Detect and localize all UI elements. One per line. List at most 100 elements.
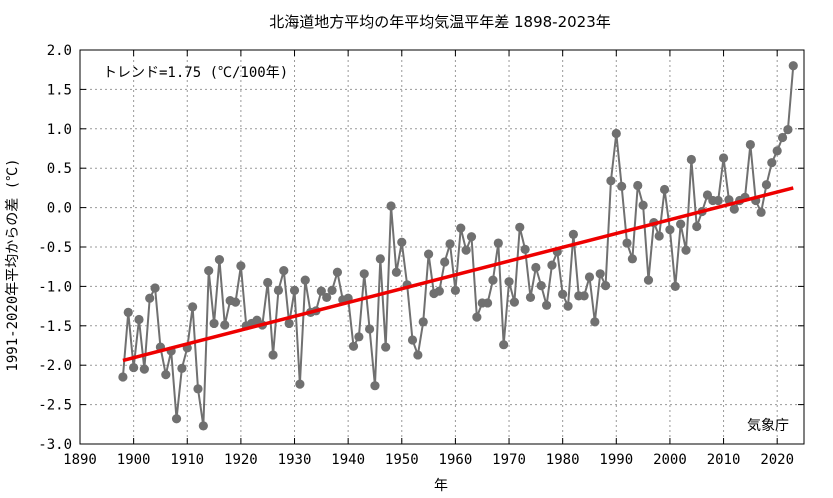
- y-tick-label: -2.5: [38, 398, 72, 414]
- trend-label: トレンド=1.75 (℃/100年): [103, 65, 288, 81]
- data-point: [665, 225, 675, 235]
- data-point: [273, 285, 284, 295]
- data-point: [332, 267, 343, 277]
- data-point: [622, 238, 632, 248]
- data-point: [230, 297, 241, 307]
- x-tick-label: 1890: [63, 452, 97, 468]
- data-point: [220, 320, 230, 330]
- data-point: [204, 266, 214, 276]
- data-point: [509, 297, 519, 307]
- axis-ticks: 1890 1900 1910 1920 1930 1940 1950 1960 1970 1980…: [38, 43, 804, 468]
- data-point: [724, 195, 734, 205]
- y-axis-label: 1991-2020年平均からの差 (℃): [5, 158, 21, 371]
- data-point: [413, 350, 423, 360]
- data-point: [520, 244, 530, 254]
- trend-line: [122, 186, 794, 363]
- data-point: [295, 379, 305, 389]
- data-point: [718, 153, 729, 163]
- data-point: [198, 421, 208, 431]
- y-tick-label: -0.5: [38, 240, 72, 256]
- y-tick-label: 2.0: [47, 43, 72, 59]
- x-tick-label: 2000: [653, 452, 687, 468]
- data-point: [445, 239, 455, 249]
- data-point: [767, 158, 777, 168]
- data-point: [600, 281, 611, 291]
- data-point: [692, 221, 702, 232]
- data-point: [627, 254, 637, 264]
- y-tick-label: 0.5: [47, 161, 72, 177]
- data-point: [456, 223, 466, 233]
- data-point: [777, 132, 788, 143]
- data-point: [375, 254, 385, 264]
- x-axis-label: 年: [434, 478, 448, 494]
- data-point: [525, 292, 536, 303]
- data-point: [515, 222, 525, 232]
- data-point: [611, 128, 621, 139]
- source-label: 気象庁: [747, 418, 789, 434]
- data-point: [472, 312, 482, 322]
- data-point: [531, 262, 541, 273]
- data-point: [590, 317, 600, 327]
- x-tick-label: 1920: [224, 452, 258, 468]
- data-point: [783, 124, 793, 135]
- data-point: [686, 154, 696, 165]
- data-point: [584, 272, 595, 282]
- data-point: [563, 301, 573, 311]
- data-point: [440, 257, 450, 267]
- data-point: [348, 341, 359, 351]
- data-point: [499, 340, 509, 350]
- data-point: [150, 283, 160, 293]
- data-point: [327, 285, 337, 295]
- y-tick-label: -2.0: [38, 358, 72, 374]
- data-point: [263, 277, 273, 288]
- x-tick-label: 1900: [117, 452, 151, 468]
- data-point: [300, 275, 310, 285]
- x-tick-label: 1990: [599, 452, 633, 468]
- data-point: [536, 281, 546, 291]
- data-point: [134, 314, 144, 325]
- data-point: [193, 384, 203, 394]
- data-point: [659, 184, 670, 195]
- data-point: [418, 317, 428, 327]
- data-point: [676, 219, 686, 229]
- y-tick-label: -1.0: [38, 279, 72, 295]
- y-tick-label: 1.5: [47, 82, 72, 98]
- data-point: [745, 139, 755, 150]
- data-point: [289, 285, 300, 295]
- y-tick-label: -3.0: [38, 437, 72, 453]
- series-line: [121, 65, 795, 427]
- data-point: [638, 200, 648, 210]
- data-point: [713, 195, 723, 206]
- data-series: [118, 61, 798, 431]
- data-point: [381, 342, 391, 352]
- data-point: [145, 293, 155, 303]
- plot-frame: [79, 49, 805, 445]
- data-point: [365, 324, 375, 334]
- data-point: [268, 350, 278, 360]
- data-point: [617, 181, 627, 191]
- data-point: [209, 318, 219, 329]
- data-point: [236, 261, 246, 271]
- data-point: [123, 307, 133, 318]
- data-point: [407, 335, 418, 345]
- data-point: [450, 285, 461, 295]
- data-point: [788, 61, 798, 71]
- data-point: [541, 300, 552, 310]
- x-tick-label: 1930: [278, 452, 312, 468]
- x-tick-label: 1940: [331, 452, 365, 468]
- data-point: [482, 298, 493, 308]
- x-tick-label: 1970: [492, 452, 526, 468]
- data-point: [568, 229, 578, 239]
- data-point: [504, 277, 514, 287]
- data-point: [188, 302, 198, 312]
- data-point: [359, 269, 369, 279]
- data-point: [370, 381, 380, 391]
- data-point: [466, 232, 477, 242]
- data-point: [423, 249, 434, 259]
- data-point: [177, 363, 187, 373]
- data-point: [493, 238, 503, 248]
- trend-line-group: [122, 186, 794, 363]
- data-point: [386, 201, 396, 211]
- data-point: [434, 286, 444, 296]
